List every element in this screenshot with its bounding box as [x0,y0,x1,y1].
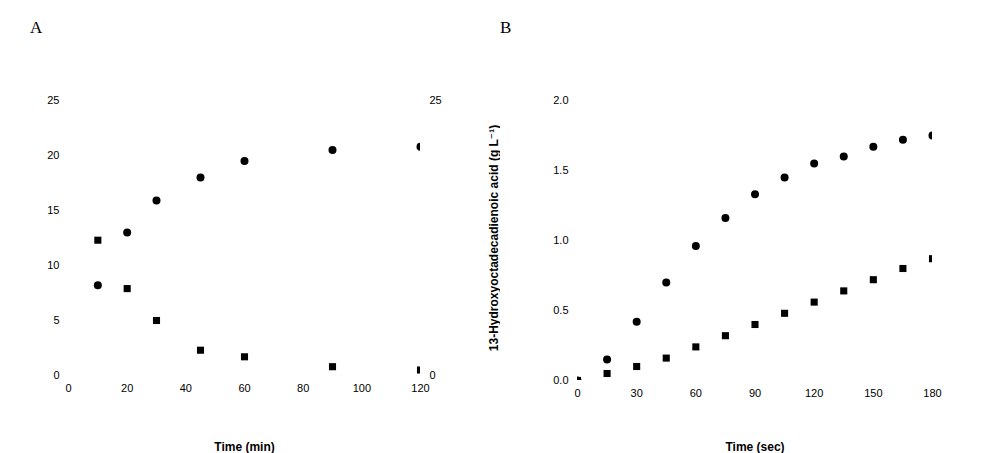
svg-text:100: 100 [353,382,371,394]
svg-text:150: 150 [864,387,882,399]
svg-text:5: 5 [53,314,59,326]
svg-text:30: 30 [631,387,643,399]
svg-text:0: 0 [53,369,59,381]
svg-text:0.5: 0.5 [553,304,568,316]
svg-text:10: 10 [47,259,59,271]
svg-text:20: 20 [121,382,133,394]
svg-text:20: 20 [47,149,59,161]
svg-text:25: 25 [47,94,59,106]
svg-text:120: 120 [805,387,823,399]
svg-text:60: 60 [238,382,250,394]
svg-text:40: 40 [180,382,192,394]
html-text:B: B [500,18,512,37]
svg-text:180: 180 [923,387,941,399]
svg-text:Time (sec): Time (sec) [725,440,784,453]
svg-text:15: 15 [47,204,59,216]
svg-text:120: 120 [411,382,429,394]
svg-text:90: 90 [749,387,761,399]
svg-text:1.5: 1.5 [553,164,568,176]
svg-text:0: 0 [65,382,71,394]
svg-text:0: 0 [430,369,436,381]
svg-text:1.0: 1.0 [553,234,568,246]
svg-text:0: 0 [574,387,580,399]
svg-text:25: 25 [430,94,442,106]
svg-text:13-Hydroxyoctadecadienoic acid: 13-Hydroxyoctadecadienoic acid (g L⁻¹) [487,125,501,351]
svg-text:2.0: 2.0 [553,94,568,106]
svg-text:0.0: 0.0 [553,374,568,386]
svg-text:60: 60 [690,387,702,399]
html-text:A: A [30,18,43,37]
svg-text:80: 80 [297,382,309,394]
svg-text:Time (min): Time (min) [214,440,274,453]
